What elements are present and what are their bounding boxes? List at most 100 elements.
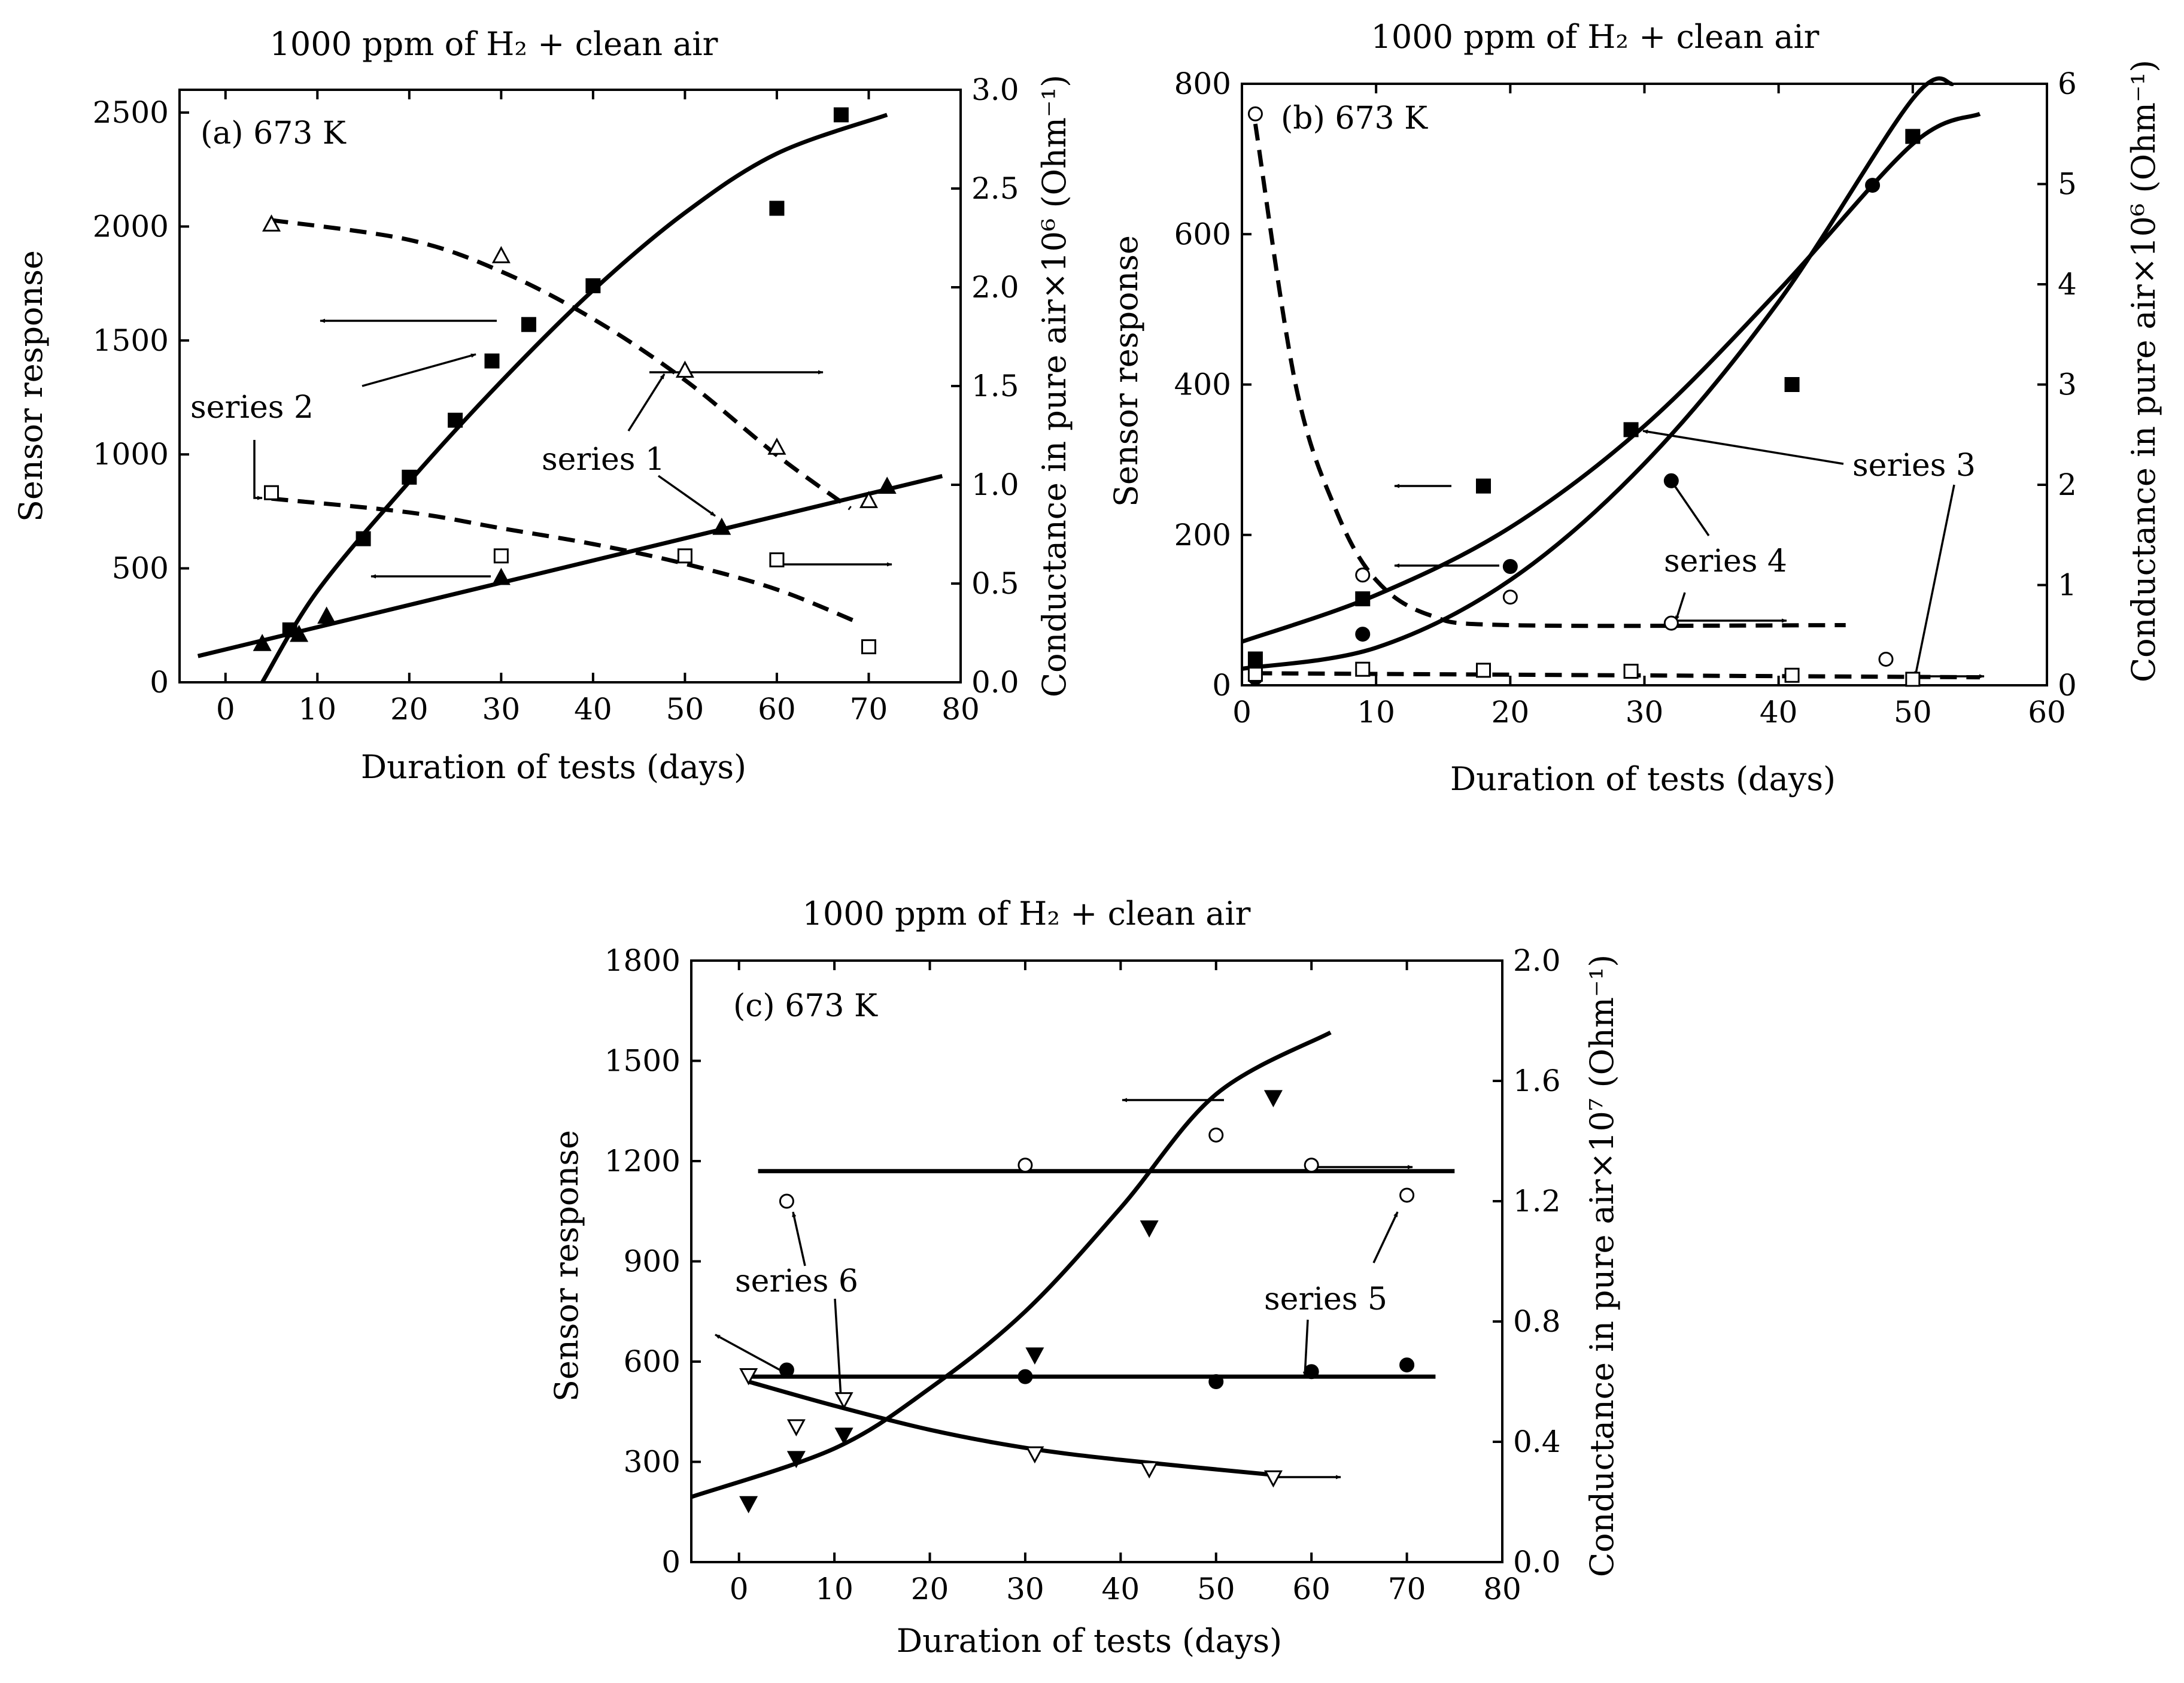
panel-a-xlabel: Duration of tests (days) (361, 748, 746, 786)
panel-b-series-3-point (1663, 615, 1679, 631)
panel-c-y2-tick-label: 0.8 (1513, 1304, 1561, 1339)
panel-a-plot-frame (178, 89, 962, 683)
panel-b-y-tick-label: 0 (1212, 668, 1231, 703)
panel-a-x-tick-label: 40 (574, 692, 612, 727)
panel-b-y2-tick-label: 0 (2058, 668, 2077, 703)
panel-a-series-1-point (402, 469, 417, 485)
panel-c-series-4-point (1140, 1461, 1159, 1479)
panel-a-series-2-point (290, 624, 309, 642)
panel-c-annotation-series-5: series 5 (1264, 1281, 1387, 1317)
panel-a-x-tick-label: 60 (758, 692, 796, 727)
panel-c-x-tick-label: 40 (1102, 1572, 1140, 1606)
panel-a-series-2-point (491, 567, 511, 585)
panel-a-series-1-point (448, 412, 463, 428)
panel-b-series-2-point (1502, 559, 1518, 575)
panel-c-series-2-point (1304, 1364, 1319, 1380)
panel-a-series-4-point (861, 639, 876, 655)
panel-c-series-1-point (1025, 1347, 1044, 1365)
panel-b-series-4-fit-line (1255, 671, 1980, 680)
panel-b-y2-tick-label: 5 (2058, 167, 2077, 202)
panel-a-plot: 0 10 20 30 40 50 60 70 80 0 500 1000 1500 2000 2500 0.0… (93, 72, 1019, 727)
panel-c-y-tick-label: 1200 (605, 1144, 681, 1178)
panel-b-series-2-point (1355, 627, 1371, 642)
panel-c-series-4-point (1263, 1470, 1283, 1488)
panel-b-series-4-point (1623, 664, 1639, 679)
panel-c-series-1-point (739, 1496, 758, 1514)
panel-c-series-3-point (779, 1193, 794, 1209)
panel-c-x-tick-label: 80 (1483, 1572, 1521, 1606)
panel-c-annotation-series-6: series 6 (735, 1263, 858, 1299)
panel-b-series-1-point (1784, 377, 1800, 392)
panel-c-series-2-point (1208, 1374, 1224, 1389)
panel-c-series-2-point (779, 1362, 794, 1378)
panel-c-y2-tick-label: 0.0 (1513, 1545, 1561, 1579)
panel-a-series-2-point (317, 606, 336, 624)
panel-a-y2-tick-label: 0.0 (971, 665, 1019, 700)
panel-b-series-2-point (1865, 178, 1881, 193)
panel-b-x-tick-label: 20 (1492, 695, 1530, 730)
panel-c-series-1-point (1140, 1220, 1159, 1238)
panel-c-series-4-point (739, 1368, 758, 1386)
panel-b-y-tick-label: 800 (1174, 66, 1231, 101)
panel-b-series-1-point (1247, 651, 1263, 667)
panel-a-y-tick-label: 500 (112, 551, 169, 586)
panel-b-series-4-point (1905, 672, 1921, 687)
panel-b-x-tick-label: 10 (1357, 695, 1395, 730)
panel-b-series-1-fit-line (1241, 111, 1981, 644)
panel-b-series-3-fit-line (1253, 123, 1846, 628)
panel-b-series-4-point (1355, 661, 1371, 677)
panel-b-title: 1000 ppm of H₂ + clean air (1371, 18, 1820, 56)
panel-a-series-1-point (769, 200, 785, 216)
panel-c-series-1-point (786, 1451, 806, 1469)
panel-a-x-tick-label: 10 (298, 692, 336, 727)
panel-c-y-tick-label: 1800 (605, 943, 681, 978)
panel-c-x-tick-label: 50 (1197, 1572, 1235, 1606)
panel-c-series-1-fit-line (690, 1030, 1332, 1499)
panel-a-x-tick-label: 70 (850, 692, 888, 727)
panel-a-series-3-point (859, 491, 878, 508)
panel-c-y-tick-label: 1500 (605, 1044, 681, 1079)
panel-b-y2-tick-label: 6 (2058, 66, 2077, 101)
panel-a-series-2-point (253, 634, 272, 651)
panel-a-y-tick-label: 2500 (93, 95, 169, 130)
panel-c-y2-tick-label: 2.0 (1513, 943, 1561, 978)
panel-c-arrows (715, 1098, 1413, 1480)
panel-a-ylabel: Sensor response (12, 250, 50, 522)
panel-c-title: 1000 ppm of H₂ + clean air (803, 895, 1251, 932)
panel-c-x-tick-label: 60 (1292, 1572, 1331, 1606)
panel-a-y-tick-label: 0 (150, 665, 169, 700)
panel-b-y2-tick-label: 1 (2058, 568, 2077, 603)
panel-a-y-tick-label: 1500 (93, 323, 169, 358)
panel-a-series-2-fit-line (197, 474, 943, 658)
panel-a-x-tick-label: 30 (482, 692, 521, 727)
panel-b-x-tick-label: 0 (1232, 695, 1252, 730)
panel-a-series-4-fit-line (271, 496, 861, 625)
panel-b-series-3-point (1247, 106, 1263, 121)
panel-a-arrows (253, 318, 892, 579)
panel-b-series-2-point (1663, 473, 1679, 488)
panel-a-series-1-point (356, 531, 371, 546)
panel-c-series-1-point (834, 1427, 853, 1445)
panel-b-y-tick-label: 400 (1174, 367, 1231, 402)
panel-c-xlabel: Duration of tests (days) (897, 1622, 1282, 1660)
panel-b-y2-tick-label: 4 (2058, 267, 2077, 302)
panel-c-y-tick-label: 600 (624, 1344, 681, 1379)
panel-b-x-tick-label: 30 (1626, 695, 1664, 730)
panel-c-plot: 0 10 20 30 40 50 60 70 80 0 300 600 900 1200 1500 1800 0… (605, 943, 1561, 1606)
panel-a-series-1-point (833, 107, 849, 123)
panel-a-y2-tick-label: 2.0 (971, 270, 1019, 305)
panel-a-x-tick-label: 80 (941, 692, 980, 727)
panel-c-series-3-point (1017, 1158, 1033, 1173)
panel-c-y-tick-label: 300 (624, 1445, 681, 1480)
panel-b-ylabel: Sensor response (1107, 235, 1145, 507)
panel-a-annotation-series-2: series 2 (190, 390, 314, 426)
panel-a-y2-tick-label: 2.5 (971, 171, 1019, 206)
panel-a-series-4-point (493, 548, 509, 564)
panel-c-series-3-point (1208, 1127, 1224, 1143)
panel-b-series-3-point (1355, 567, 1371, 583)
panel-b-series-4-point (1247, 667, 1263, 682)
panel-b-series-1-point (1355, 591, 1371, 607)
panel-a-series-4-point (677, 548, 692, 564)
panel-a-series-3-point (262, 214, 281, 232)
panel-a-series-2-point (877, 476, 897, 494)
